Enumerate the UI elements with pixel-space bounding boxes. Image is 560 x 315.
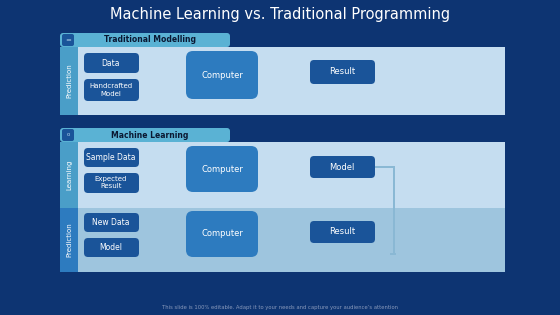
Text: =: =	[65, 37, 71, 43]
FancyBboxPatch shape	[310, 60, 375, 84]
FancyBboxPatch shape	[62, 34, 74, 46]
Text: This slide is 100% editable. Adapt it to your needs and capture your audience’s : This slide is 100% editable. Adapt it to…	[162, 306, 398, 311]
Text: Machine Learning: Machine Learning	[111, 130, 189, 140]
Text: o: o	[66, 133, 69, 138]
FancyBboxPatch shape	[310, 221, 375, 243]
Bar	[393, 167, 395, 255]
FancyBboxPatch shape	[84, 173, 139, 193]
Text: Result: Result	[329, 67, 355, 77]
Text: Model: Model	[329, 163, 354, 171]
FancyBboxPatch shape	[186, 51, 258, 99]
Text: Sample Data: Sample Data	[86, 153, 136, 162]
FancyBboxPatch shape	[60, 33, 230, 47]
Bar	[60, 208, 505, 272]
Text: Result: Result	[329, 227, 355, 237]
Bar	[60, 47, 78, 115]
Bar	[60, 208, 78, 272]
FancyBboxPatch shape	[84, 148, 139, 167]
FancyBboxPatch shape	[186, 211, 258, 257]
Text: Computer: Computer	[201, 230, 243, 238]
FancyBboxPatch shape	[310, 156, 375, 178]
Text: Data: Data	[102, 59, 120, 67]
FancyBboxPatch shape	[84, 53, 139, 73]
FancyBboxPatch shape	[62, 129, 74, 141]
FancyBboxPatch shape	[84, 79, 139, 101]
Bar	[60, 142, 505, 208]
Text: Machine Learning vs. Traditional Programming: Machine Learning vs. Traditional Program…	[110, 7, 450, 21]
Text: Prediction: Prediction	[66, 223, 72, 257]
Text: Handcrafted
Model: Handcrafted Model	[90, 83, 133, 96]
FancyBboxPatch shape	[84, 213, 139, 232]
Text: Model: Model	[100, 243, 123, 252]
Bar	[375, 166, 395, 168]
FancyBboxPatch shape	[84, 238, 139, 257]
FancyBboxPatch shape	[186, 146, 258, 192]
Text: Computer: Computer	[201, 71, 243, 79]
FancyBboxPatch shape	[60, 128, 230, 142]
Text: New Data: New Data	[92, 218, 130, 227]
Text: Expected
Result: Expected Result	[95, 176, 127, 190]
Text: Prediction: Prediction	[66, 64, 72, 98]
Text: Learning: Learning	[66, 160, 72, 190]
Text: Computer: Computer	[201, 164, 243, 174]
Bar	[60, 47, 505, 115]
Bar	[390, 253, 396, 255]
Text: Traditional Modelling: Traditional Modelling	[104, 36, 196, 44]
Bar	[60, 142, 78, 208]
